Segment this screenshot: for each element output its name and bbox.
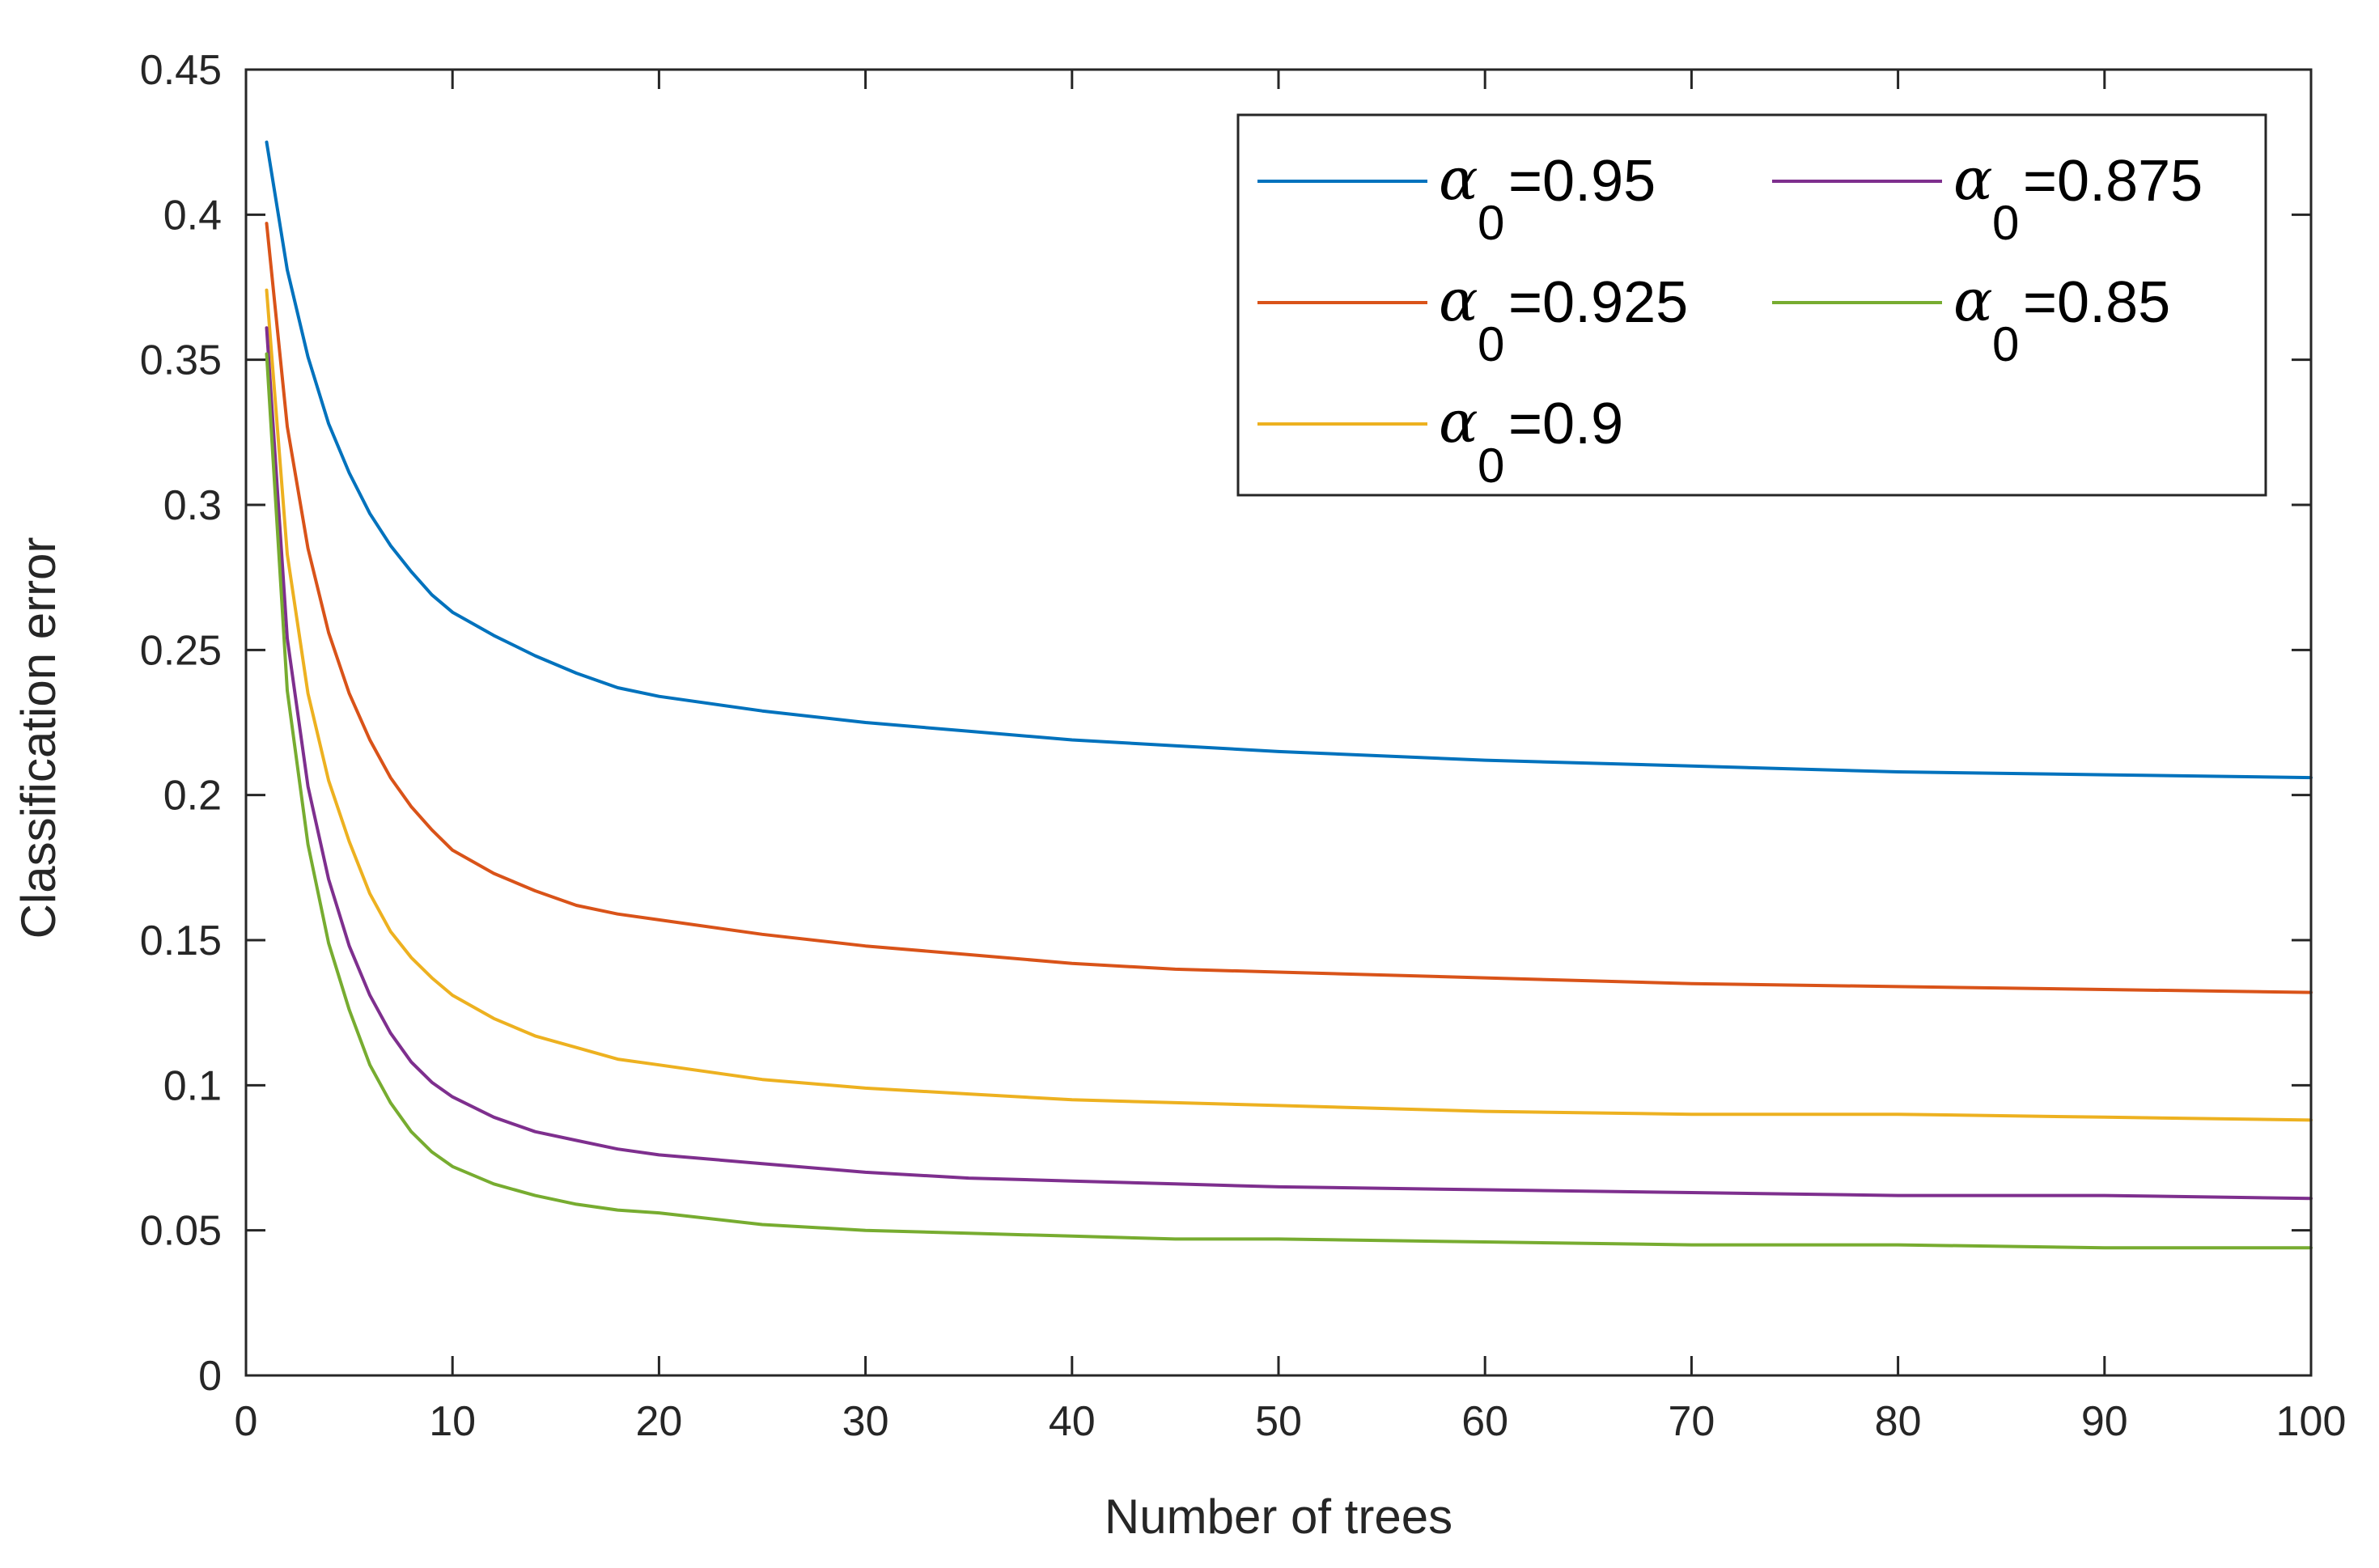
legend-subscript-4: 0 [1992,317,2019,371]
y-tick-label-0: 0 [198,1353,222,1400]
legend-symbol-3: α [1953,145,1993,213]
y-tick-label-1: 0.05 [140,1208,222,1255]
legend-symbol-0: α [1439,145,1478,213]
y-tick-label-5: 0.25 [140,627,222,674]
y-tick-label-9: 0.45 [140,47,222,94]
legend-value-4: =0.85 [2023,270,2170,335]
plot-axes: 0 10 20 30 40 50 60 70 80 90 100 0 0.05 0.1 0.15 0.2 0.2… [140,47,2347,1445]
x-tick-label-4: 40 [1049,1398,1096,1445]
x-tick-label-8: 80 [1875,1398,1922,1445]
legend-symbol-4: α [1953,266,1993,334]
series-line-2 [265,288,2313,1122]
y-tick-label-2: 0.1 [163,1062,222,1109]
x-tick-label-3: 30 [842,1398,889,1445]
legend-symbol-1: α [1439,266,1478,334]
series-line-4 [265,352,2313,1250]
legend-value-3: =0.875 [2023,149,2203,214]
y-tick-label-8: 0.4 [163,192,222,239]
legend-symbol-2: α [1439,388,1478,456]
y-tick-label-3: 0.15 [140,917,222,964]
legend-subscript-2: 0 [1478,439,1504,493]
x-tick-label-5: 50 [1255,1398,1302,1445]
legend-subscript-1: 0 [1478,317,1504,371]
x-tick-label-7: 70 [1668,1398,1715,1445]
x-tick-label-10: 100 [2276,1398,2347,1445]
legend-value-0: =0.95 [1508,149,1656,214]
x-tick-label-9: 90 [2081,1398,2128,1445]
legend-value-2: =0.9 [1508,392,1623,456]
series-line-0 [265,140,2313,780]
y-tick-label-7: 0.35 [140,337,222,384]
legend-box [1236,113,2267,497]
x-tick-label-2: 20 [635,1398,682,1445]
series-line-3 [265,326,2313,1201]
y-tick-label-4: 0.2 [163,773,222,820]
legend-subscript-0: 0 [1478,196,1504,250]
legend-value-1: =0.925 [1508,270,1688,335]
x-tick-label-1: 10 [429,1398,476,1445]
plot-series [265,140,2313,1250]
legend-subscript-3: 0 [1992,196,2019,250]
series-line-1 [265,222,2313,994]
y-tick-label-6: 0.3 [163,482,222,529]
x-axis-title: Number of trees [1105,1490,1452,1544]
x-tick-label-0: 0 [235,1398,258,1445]
y-axis-title: Classification error [11,537,66,939]
x-tick-label-6: 60 [1461,1398,1508,1445]
